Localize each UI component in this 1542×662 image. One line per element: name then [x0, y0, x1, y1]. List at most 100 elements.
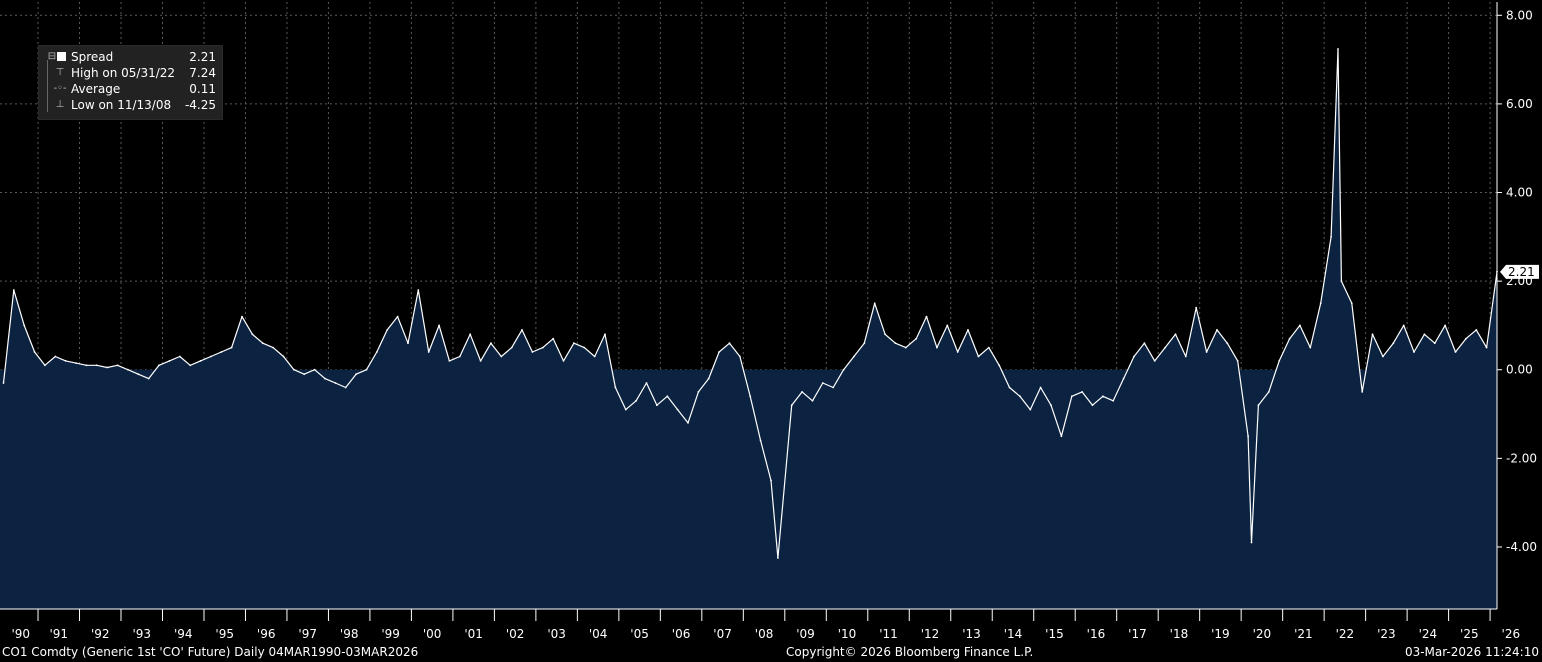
legend-tree-line — [47, 60, 48, 112]
x-tick-label: '15 — [1045, 627, 1064, 641]
y-tick-label: -4.00 — [1506, 540, 1537, 554]
series-point — [676, 408, 679, 411]
series-point — [1309, 346, 1312, 349]
y-tick-label: 8.00 — [1506, 8, 1533, 22]
series-point — [842, 368, 845, 371]
series-point — [137, 373, 140, 376]
series-point — [904, 346, 907, 349]
series-point — [95, 364, 98, 367]
series-point — [189, 364, 192, 367]
series-point — [987, 346, 990, 349]
series-point — [624, 408, 627, 411]
series-point — [573, 342, 575, 345]
series-point — [438, 324, 440, 327]
x-tick-label: '00 — [423, 627, 442, 641]
series-point — [1216, 329, 1218, 331]
series-point — [44, 364, 46, 367]
series-point — [168, 360, 171, 362]
legend-row-average: -◦- Average 0.11 — [47, 81, 216, 97]
series-point — [313, 368, 316, 371]
series-point — [1236, 360, 1239, 362]
series-point — [1143, 342, 1146, 345]
series-point — [1465, 337, 1467, 340]
legend-value: 7.24 — [189, 66, 216, 80]
series-point — [687, 422, 689, 424]
collapse-box-icon[interactable]: ⊟ — [47, 51, 57, 62]
series-point — [427, 351, 430, 353]
series-point — [531, 351, 534, 353]
series-point — [417, 289, 420, 291]
legend-row-spread: ⊟ Spread 2.21 — [47, 49, 216, 65]
series-point — [1081, 391, 1083, 393]
series-point — [23, 324, 26, 327]
series-point — [1050, 404, 1052, 407]
series-point — [1195, 306, 1198, 309]
x-tick-label: '07 — [713, 627, 732, 641]
footer-copyright: Copyright© 2026 Bloomberg Finance L.P. — [786, 645, 1034, 659]
x-tick-label: '98 — [340, 627, 359, 641]
series-point — [604, 333, 606, 336]
y-tick-label: 4.00 — [1506, 186, 1533, 200]
series-point — [728, 342, 731, 345]
series-point — [1133, 355, 1135, 358]
series-point — [832, 386, 835, 389]
series-point — [925, 315, 928, 318]
series-point — [790, 404, 793, 407]
series-point — [853, 355, 855, 358]
last-value-label: 2.21 — [1508, 265, 1535, 279]
x-tick-label: '04 — [589, 627, 608, 641]
x-tick-label: '22 — [1336, 627, 1355, 641]
series-point — [178, 355, 181, 358]
series-point — [458, 355, 461, 358]
series-point — [1153, 360, 1156, 362]
area-layer — [0, 48, 1498, 609]
series-point — [1247, 435, 1249, 438]
series-point — [127, 368, 129, 371]
series-point — [1174, 333, 1177, 336]
series-point — [894, 342, 897, 345]
series-point — [884, 333, 886, 336]
x-tick-label: '26 — [1502, 627, 1521, 641]
series-point — [1371, 333, 1374, 336]
x-tick-label: '16 — [1087, 627, 1106, 641]
x-tick-label: '25 — [1460, 627, 1479, 641]
series-point — [407, 342, 409, 345]
x-tick-label: '02 — [506, 627, 525, 641]
series-point — [718, 351, 720, 353]
x-tick-label: '20 — [1253, 627, 1272, 641]
series-point — [230, 346, 233, 349]
footer-security-description: CO1 Comdty (Generic 1st 'CO' Future) Dai… — [2, 645, 419, 659]
series-point — [479, 360, 482, 362]
series-point — [147, 377, 150, 380]
series-point — [1122, 377, 1125, 380]
series-point — [1340, 280, 1343, 282]
series-point — [1454, 351, 1457, 353]
series-point — [510, 346, 513, 349]
x-tick-label: '96 — [257, 627, 276, 641]
series-point — [54, 355, 57, 358]
series-point — [241, 315, 243, 318]
series-point — [375, 351, 378, 353]
series-point — [1164, 346, 1166, 349]
series-point — [998, 364, 1001, 367]
footer-timestamp: 03-Mar-2026 11:24:10 — [1404, 645, 1539, 659]
y-tick-label: -2.00 — [1506, 451, 1537, 465]
average-marker-icon: -◦- — [53, 83, 67, 94]
series-point — [656, 404, 658, 407]
series-point — [666, 395, 669, 398]
x-tick-label: '21 — [1294, 627, 1313, 641]
series-point — [282, 355, 285, 358]
series-point — [1350, 302, 1353, 305]
series-point — [1070, 395, 1073, 398]
x-tick-label: '24 — [1419, 627, 1438, 641]
series-point — [1029, 408, 1032, 411]
series-point — [500, 355, 503, 358]
series-point — [1184, 355, 1187, 358]
series-point — [1423, 333, 1426, 336]
x-tick-label: '08 — [755, 627, 774, 641]
series-point — [1205, 351, 1208, 353]
series-point — [1288, 337, 1291, 340]
series-point — [251, 333, 254, 336]
axes — [0, 2, 1502, 621]
x-tick-label: '13 — [962, 627, 981, 641]
